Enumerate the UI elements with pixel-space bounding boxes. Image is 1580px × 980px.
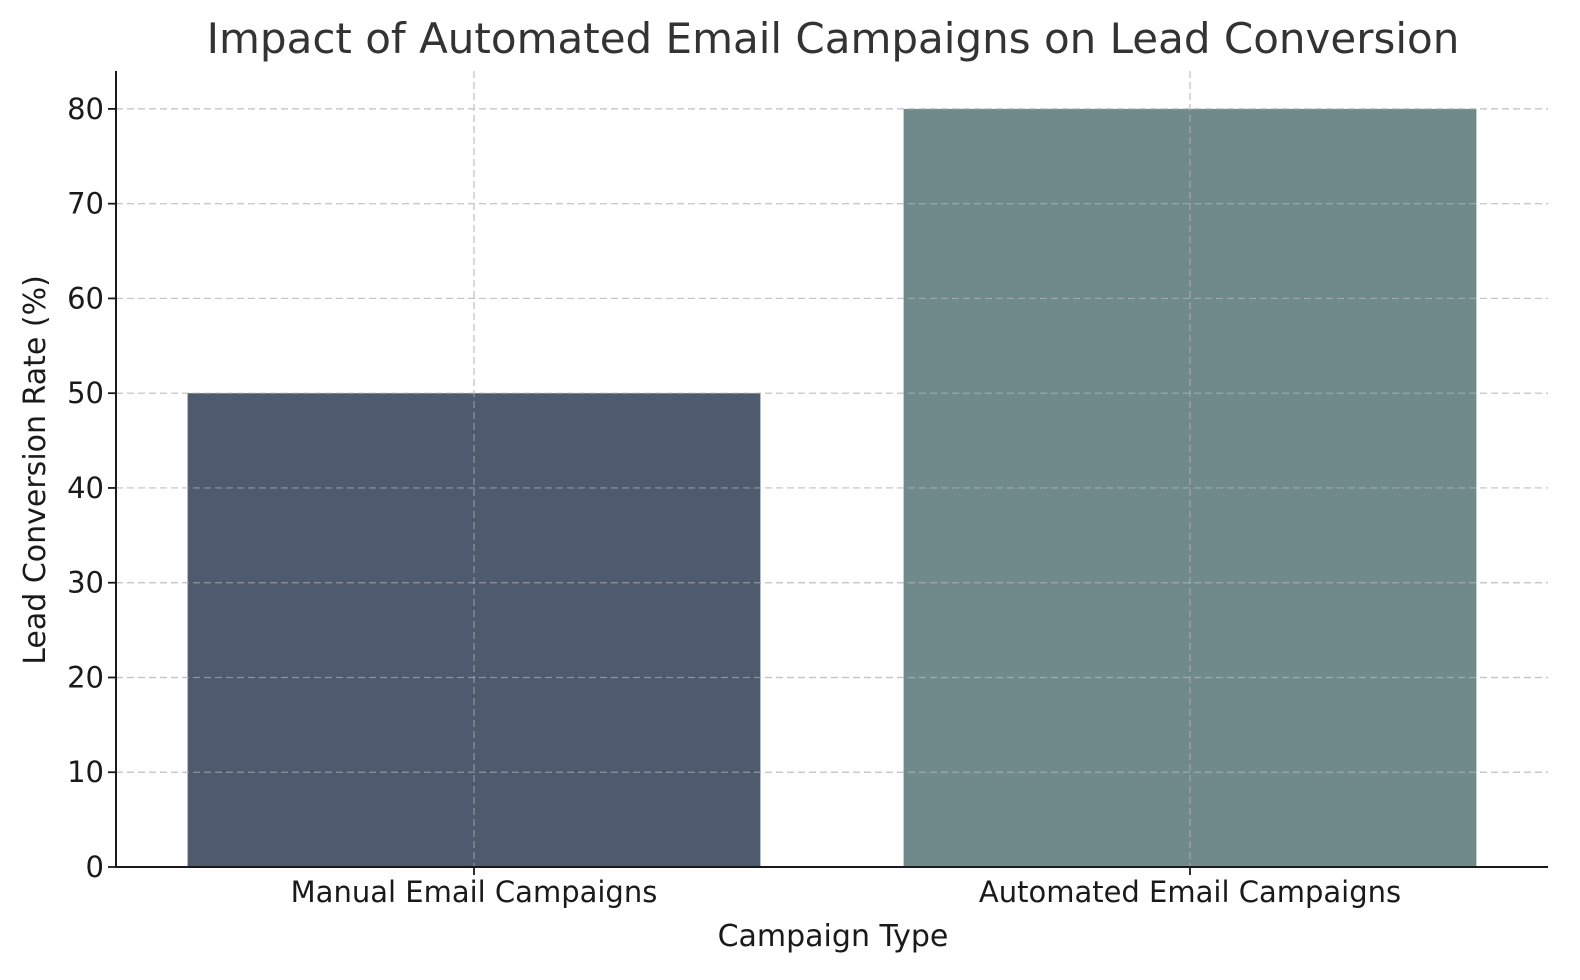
y-tick-label: 0 bbox=[86, 850, 104, 884]
x-axis-title: Campaign Type bbox=[718, 919, 949, 954]
x-tick-label: Automated Email Campaigns bbox=[979, 875, 1401, 909]
x-tick-label: Manual Email Campaigns bbox=[291, 875, 658, 909]
y-axis-ticks: 0 10 20 30 40 50 60 70 80 bbox=[67, 92, 116, 884]
y-axis-title: Lead Conversion Rate (%) bbox=[18, 275, 53, 665]
y-tick-label: 70 bbox=[67, 187, 104, 221]
y-tick-label: 30 bbox=[67, 566, 104, 600]
y-tick-label: 50 bbox=[67, 376, 104, 410]
y-tick-label: 60 bbox=[67, 281, 104, 315]
x-axis-ticks: Manual Email Campaigns Automated Email Ca… bbox=[291, 867, 1401, 909]
y-tick-label: 10 bbox=[67, 755, 104, 789]
y-tick-label: 80 bbox=[67, 92, 104, 126]
chart-title: Impact of Automated Email Campaigns on L… bbox=[207, 14, 1460, 63]
bar-manual bbox=[187, 393, 761, 867]
y-tick-label: 40 bbox=[67, 471, 104, 505]
y-tick-label: 20 bbox=[67, 660, 104, 694]
